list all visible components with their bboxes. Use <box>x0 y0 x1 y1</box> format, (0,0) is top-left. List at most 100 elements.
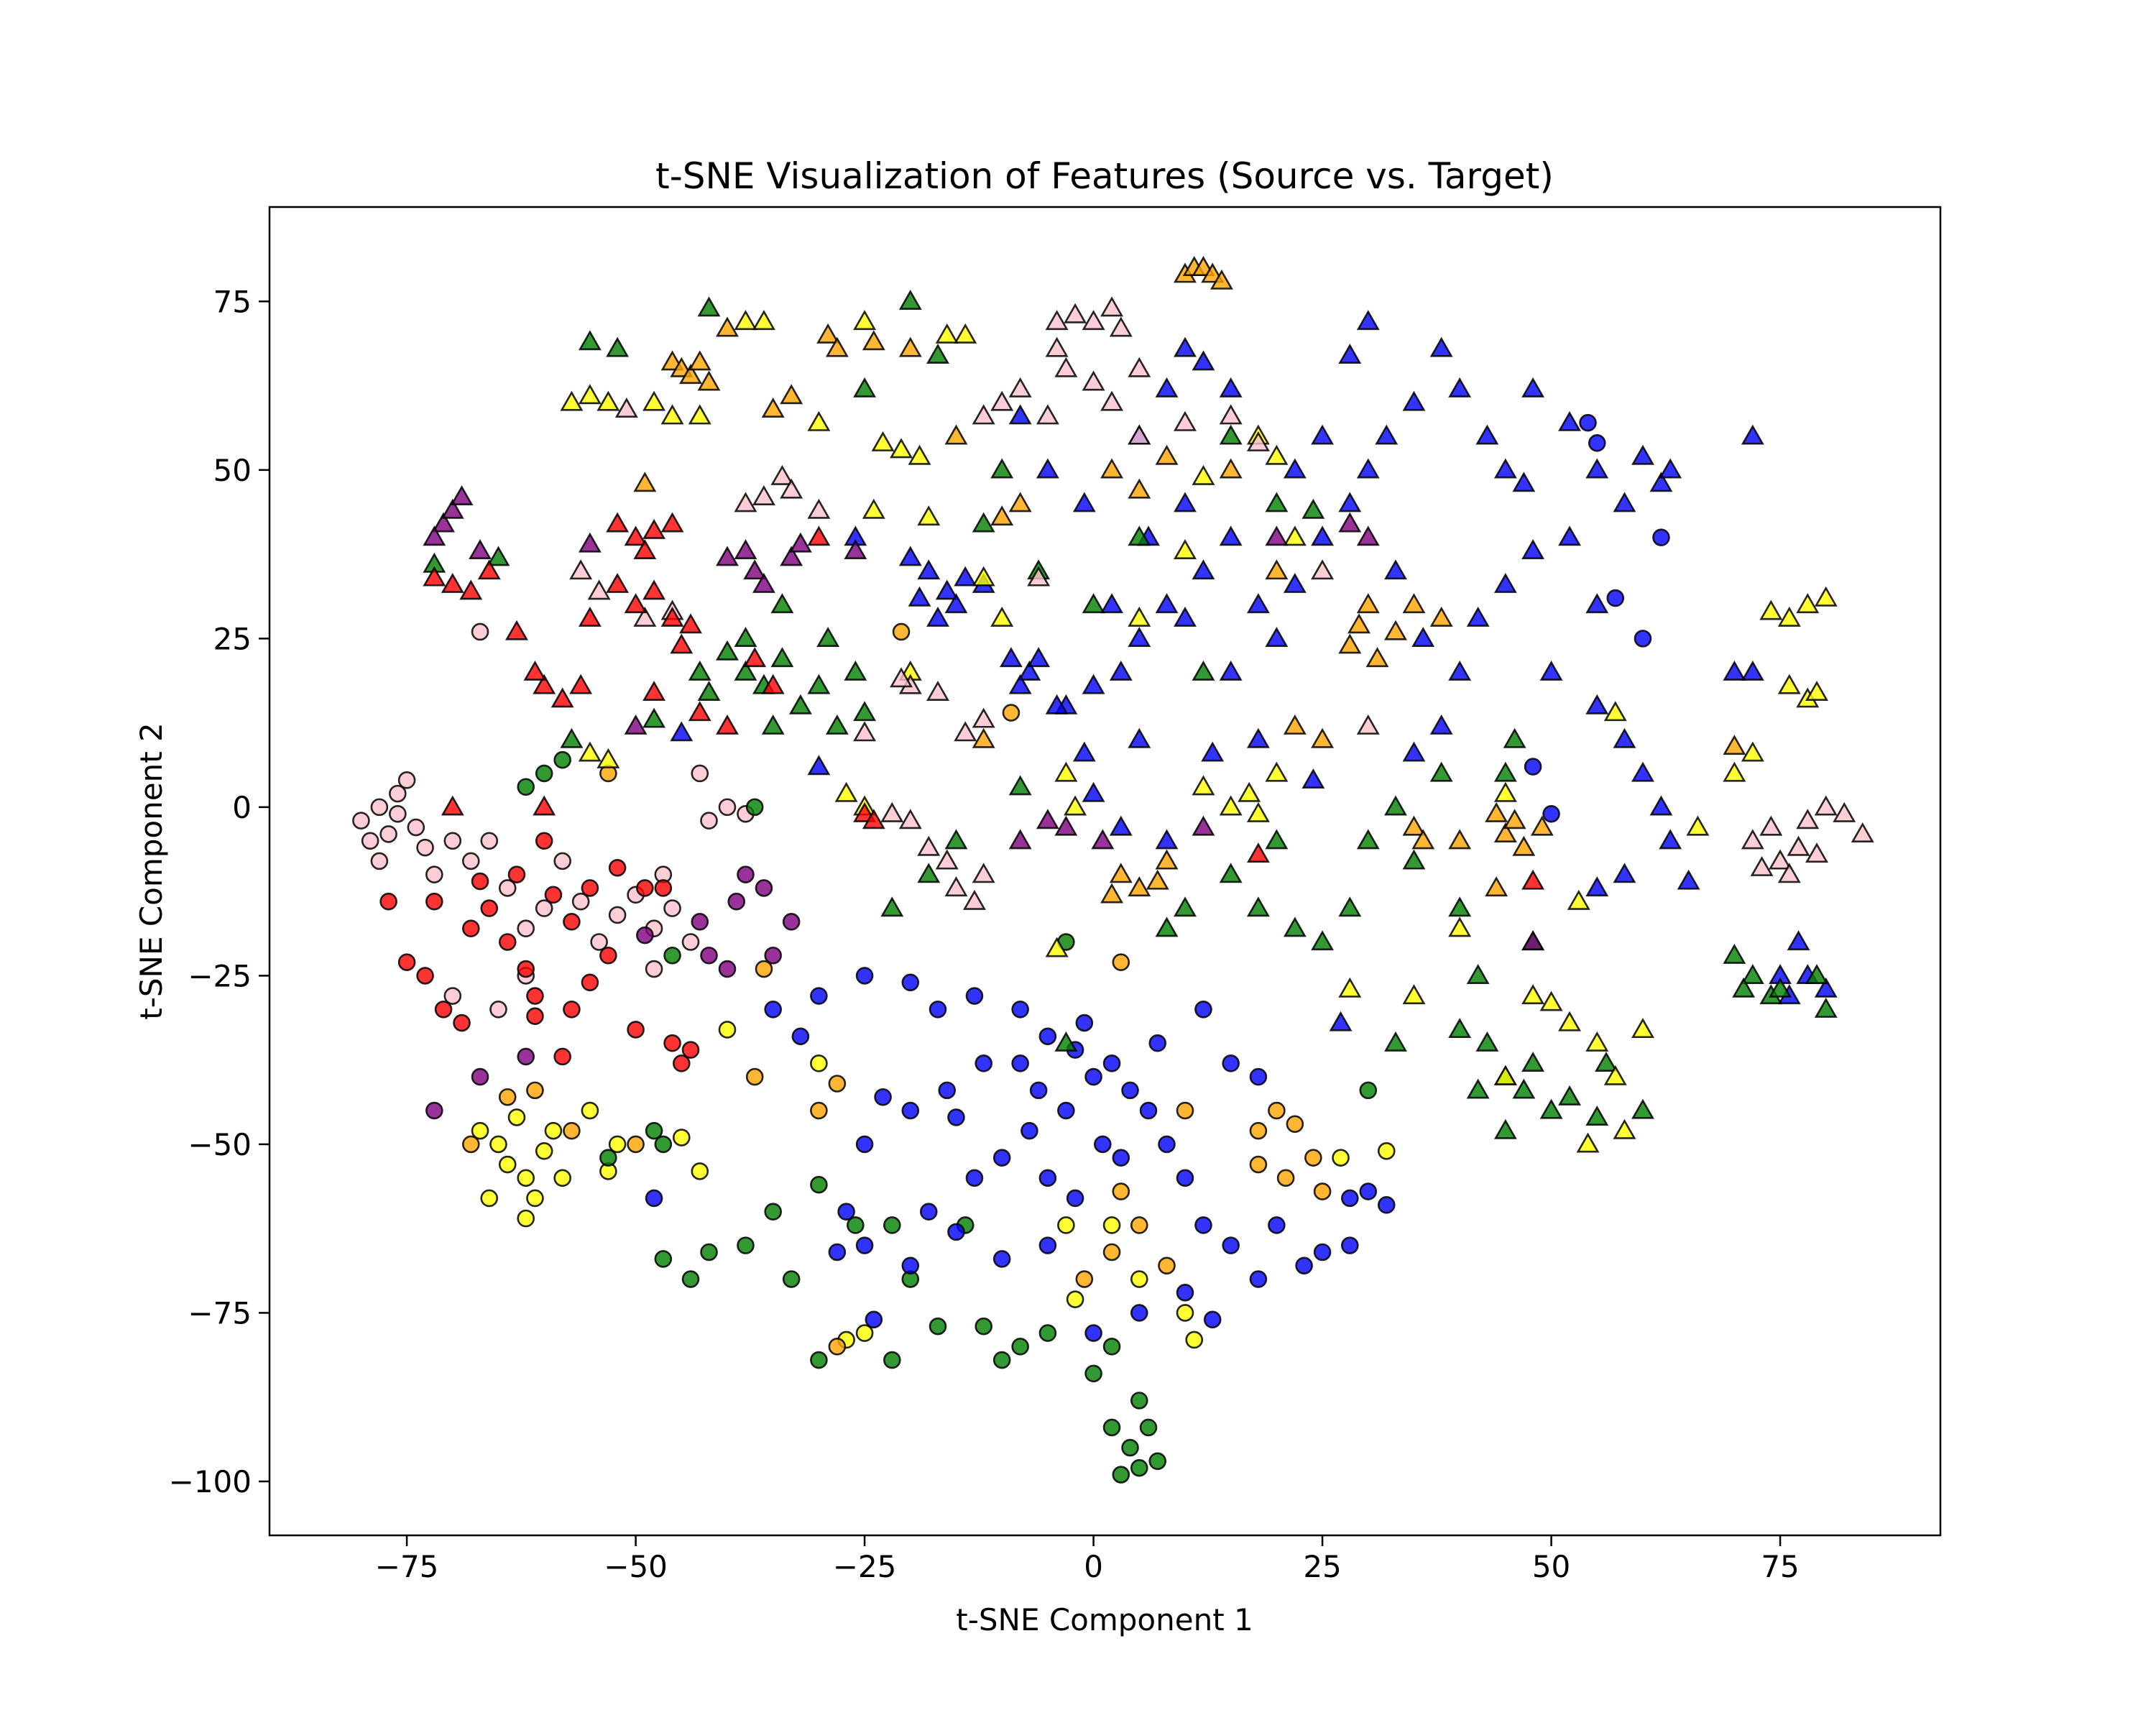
data-point-triangle <box>1493 458 1517 479</box>
data-point-triangle <box>1429 714 1453 735</box>
data-point-circle <box>1176 1283 1194 1302</box>
data-point-triangle <box>1475 424 1499 445</box>
data-point-triangle <box>1493 1065 1517 1085</box>
data-point-triangle <box>1246 593 1270 614</box>
data-point-triangle <box>1311 525 1335 546</box>
data-point-triangle <box>1411 829 1435 850</box>
data-point-triangle <box>1008 377 1032 397</box>
data-point-circle <box>553 750 571 769</box>
x-tick-label: −75 <box>375 1549 439 1584</box>
data-point-triangle <box>1493 761 1517 782</box>
data-point-triangle <box>1402 815 1426 836</box>
data-point-triangle <box>1356 458 1380 479</box>
data-point-triangle <box>1402 849 1426 870</box>
data-point-triangle <box>1723 761 1746 782</box>
data-point-triangle <box>469 539 492 560</box>
data-point-circle <box>764 946 782 965</box>
data-point-triangle <box>1777 863 1801 883</box>
data-point-circle <box>810 1054 828 1072</box>
data-point-triangle <box>1649 795 1673 816</box>
y-tick-label: 25 <box>213 621 252 656</box>
data-point-triangle <box>624 593 648 614</box>
data-point-triangle <box>972 404 995 425</box>
data-point-triangle <box>1796 809 1820 829</box>
data-point-triangle <box>633 472 657 492</box>
data-point-triangle <box>1558 525 1582 546</box>
data-point-circle <box>581 973 599 992</box>
data-point-circle <box>1084 1324 1102 1342</box>
data-point-triangle <box>1485 876 1508 897</box>
data-point-triangle <box>1521 930 1545 951</box>
data-point-circle <box>874 1088 892 1106</box>
data-point-triangle <box>1246 842 1270 863</box>
data-point-circle <box>938 1081 957 1100</box>
data-point-triangle <box>734 310 757 331</box>
data-point-circle <box>755 879 773 897</box>
data-point-circle <box>737 1236 755 1254</box>
data-point-triangle <box>990 390 1014 411</box>
data-point-circle <box>471 872 489 891</box>
data-point-circle <box>901 1256 920 1275</box>
data-point-circle <box>1038 1236 1057 1254</box>
data-point-triangle <box>954 323 977 344</box>
data-point-triangle <box>752 485 775 505</box>
data-point-triangle <box>1448 1018 1472 1039</box>
data-point-triangle <box>1402 984 1426 1005</box>
data-point-triangle <box>1741 424 1764 445</box>
data-point-triangle <box>1302 768 1325 789</box>
data-point-circle <box>1588 434 1606 452</box>
data-point-circle <box>1075 1014 1094 1032</box>
data-point-circle <box>654 1135 673 1154</box>
data-point-circle <box>1249 1155 1268 1174</box>
data-point-triangle <box>1521 377 1545 397</box>
data-point-triangle <box>1192 815 1215 836</box>
data-point-triangle <box>1192 464 1215 485</box>
data-point-triangle <box>1585 694 1609 714</box>
data-point-circle <box>681 1041 700 1059</box>
data-point-triangle <box>1512 835 1536 856</box>
data-point-circle <box>883 1351 901 1369</box>
data-point-triangle <box>1128 424 1151 445</box>
data-point-triangle <box>679 364 703 385</box>
data-point-triangle <box>1128 626 1151 647</box>
data-point-circle <box>663 1034 681 1052</box>
data-point-circle <box>379 892 397 911</box>
data-point-triangle <box>487 546 510 566</box>
data-point-triangle <box>734 626 757 647</box>
data-point-circle <box>883 1216 901 1234</box>
data-point-triangle <box>688 701 711 722</box>
data-point-circle <box>1304 1149 1322 1167</box>
data-point-circle <box>461 1135 480 1154</box>
data-point-triangle <box>1064 303 1087 323</box>
data-point-triangle <box>1054 357 1078 377</box>
data-point-triangle <box>1631 1098 1654 1119</box>
data-point-circle <box>471 622 489 641</box>
data-point-triangle <box>1219 404 1243 425</box>
data-point-triangle <box>477 559 501 580</box>
data-point-circle <box>489 1135 507 1154</box>
data-point-triangle <box>1045 336 1069 357</box>
data-point-triangle <box>1723 735 1746 755</box>
data-point-triangle <box>1539 1098 1563 1119</box>
data-point-triangle <box>1008 775 1032 796</box>
data-point-triangle <box>1383 559 1407 580</box>
data-point-triangle <box>1082 781 1105 802</box>
data-point-circle <box>965 987 984 1005</box>
data-point-triangle <box>1311 930 1335 951</box>
data-point-triangle <box>780 478 803 499</box>
data-point-triangle <box>1521 984 1545 1005</box>
series-triangle-9 <box>560 310 1838 1153</box>
data-point-triangle <box>780 384 803 405</box>
data-point-circle <box>627 1021 645 1039</box>
data-point-triangle <box>596 390 620 411</box>
data-point-circle <box>1102 1338 1121 1356</box>
data-point-triangle <box>1054 815 1078 836</box>
data-point-circle <box>672 1054 691 1072</box>
data-point-triangle <box>807 525 831 546</box>
data-point-circle <box>370 798 389 817</box>
data-point-circle <box>1148 1452 1167 1471</box>
data-point-triangle <box>1192 350 1215 371</box>
data-point-triangle <box>1155 829 1179 850</box>
data-point-circle <box>416 967 434 985</box>
data-point-circle <box>599 946 617 965</box>
